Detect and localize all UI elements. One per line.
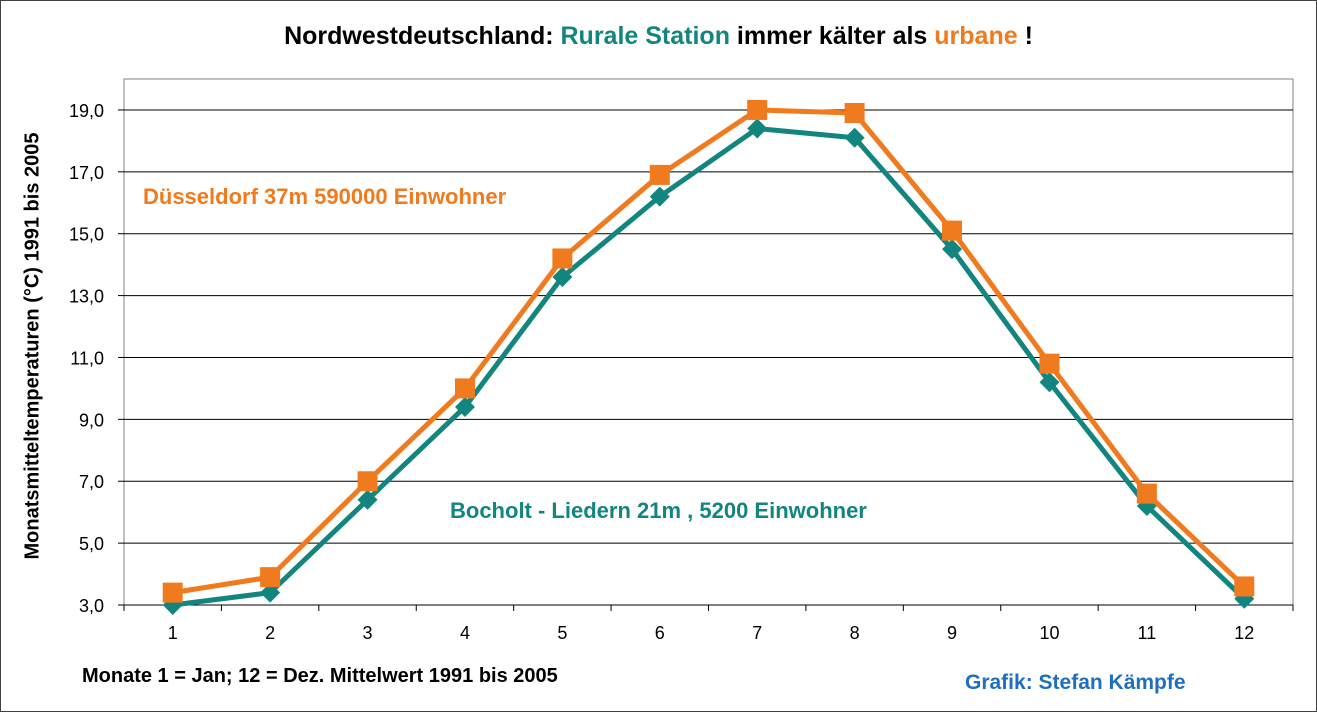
series-label-urban: Düsseldorf 37m 590000 Einwohner — [143, 184, 507, 209]
y-tick-label: 7,0 — [79, 472, 104, 492]
x-tick-label: 1 — [168, 623, 178, 643]
credit: Grafik: Stefan Kämpfe — [965, 671, 1186, 694]
data-point-rural — [942, 239, 963, 260]
title-part-5: ! — [1017, 22, 1033, 50]
data-point-urban — [942, 220, 963, 241]
series-line-rural — [172, 126, 1247, 608]
data-point-urban — [454, 378, 475, 399]
data-point-rural — [260, 582, 281, 603]
chart-title: Nordwestdeutschland: Rurale Station imme… — [0, 22, 1317, 51]
data-point-urban — [844, 103, 865, 124]
x-tick-label: 4 — [460, 623, 470, 643]
data-point-urban — [357, 471, 378, 492]
y-tick-label: 11,0 — [70, 348, 104, 368]
x-tick-label: 11 — [1138, 623, 1157, 643]
data-point-urban — [1039, 353, 1060, 374]
data-point-rural — [454, 396, 475, 417]
data-point-rural — [649, 186, 670, 207]
x-tick-label: 9 — [947, 623, 957, 643]
title-urban-highlight: urbane — [934, 22, 1018, 50]
plot-area — [123, 78, 1294, 606]
y-tick-label: 17,0 — [69, 163, 104, 183]
data-point-urban — [552, 248, 573, 269]
series-line-urban — [172, 107, 1247, 596]
y-tick-label: 13,0 — [69, 287, 104, 307]
title-rural-highlight: Rurale Station — [560, 22, 730, 50]
title-part-1: Nordwestdeutschland: — [284, 22, 561, 50]
x-tick-label: 8 — [850, 623, 860, 643]
data-point-rural — [1039, 372, 1060, 393]
x-tick-label: 5 — [557, 623, 567, 643]
data-point-urban — [1234, 576, 1255, 597]
data-point-urban — [649, 164, 670, 185]
data-point-rural — [357, 489, 378, 510]
y-tick-label: 3,0 — [79, 596, 104, 616]
x-tick-label: 2 — [265, 623, 275, 643]
y-tick-label: 5,0 — [79, 534, 104, 554]
data-point-urban — [747, 99, 768, 120]
y-tick-label: 9,0 — [79, 410, 104, 430]
x-tick-label: 12 — [1234, 623, 1254, 643]
y-tick-label: 15,0 — [69, 225, 104, 245]
data-point-urban — [1136, 483, 1157, 504]
data-point-rural — [552, 267, 573, 288]
data-point-urban — [162, 582, 183, 603]
series-label-rural: Bocholt - Liedern 21m , 5200 Einwohner — [450, 498, 867, 523]
x-tick-label: 3 — [363, 623, 373, 643]
data-point-urban — [260, 567, 281, 588]
x-tick-label: 7 — [752, 623, 762, 643]
footnote: Monate 1 = Jan; 12 = Dez. Mittelwert 199… — [82, 665, 558, 687]
x-tick-label: 6 — [655, 623, 665, 643]
x-tick-label: 10 — [1039, 623, 1059, 643]
data-point-rural — [844, 127, 865, 148]
data-point-rural — [747, 118, 768, 139]
y-tick-label: 19,0 — [69, 101, 104, 121]
title-part-3: immer kälter als — [729, 22, 935, 50]
